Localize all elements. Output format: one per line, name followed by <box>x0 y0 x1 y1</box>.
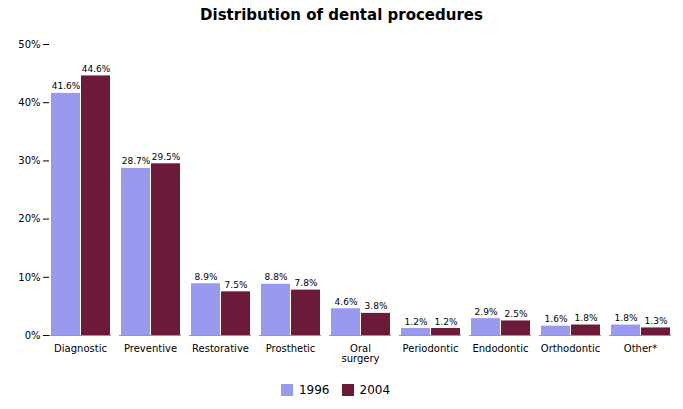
html-text:1996: 1996 <box>299 382 330 397</box>
svg-text:3.8%: 3.8% <box>365 301 388 311</box>
svg-text:Other*: Other* <box>624 343 657 354</box>
svg-text:Restorative: Restorative <box>192 343 249 354</box>
svg-text:1.8%: 1.8% <box>575 313 598 323</box>
svg-text:20%: 20% <box>18 213 40 224</box>
svg-text:1.2%: 1.2% <box>435 317 458 327</box>
svg-text:28.7%: 28.7% <box>122 156 151 166</box>
svg-text:Diagnostic: Diagnostic <box>54 343 107 354</box>
svg-text:41.6%: 41.6% <box>52 81 81 91</box>
html-text:Distribution of dental procedu: Distribution of dental procedures <box>200 6 483 24</box>
svg-text:Preventive: Preventive <box>124 343 177 354</box>
svg-text:0%: 0% <box>25 330 41 341</box>
svg-text:Oralsurgery: Oralsurgery <box>341 343 379 364</box>
svg-text:40%: 40% <box>18 97 40 108</box>
svg-text:44.6%: 44.6% <box>82 64 111 74</box>
svg-text:30%: 30% <box>18 155 40 166</box>
svg-text:29.5%: 29.5% <box>152 152 181 162</box>
svg-text:50%: 50% <box>18 39 40 50</box>
svg-text:1.8%: 1.8% <box>615 313 638 323</box>
svg-text:10%: 10% <box>18 272 40 283</box>
svg-text:8.9%: 8.9% <box>195 272 218 282</box>
svg-text:2.9%: 2.9% <box>475 307 498 317</box>
svg-text:2.5%: 2.5% <box>505 309 528 319</box>
svg-text:1.3%: 1.3% <box>645 316 668 326</box>
svg-text:1.6%: 1.6% <box>545 314 568 324</box>
svg-text:7.5%: 7.5% <box>225 280 248 290</box>
svg-text:4.6%: 4.6% <box>335 297 358 307</box>
html-text:2004: 2004 <box>359 382 390 397</box>
svg-text:7.8%: 7.8% <box>295 278 318 288</box>
svg-text:Prosthetic: Prosthetic <box>266 343 316 354</box>
svg-text:Endodontic: Endodontic <box>472 343 528 354</box>
svg-text:Periodontic: Periodontic <box>403 343 459 354</box>
svg-text:1.2%: 1.2% <box>405 317 428 327</box>
svg-text:8.8%: 8.8% <box>265 272 288 282</box>
svg-text:Orthodontic: Orthodontic <box>541 343 600 354</box>
